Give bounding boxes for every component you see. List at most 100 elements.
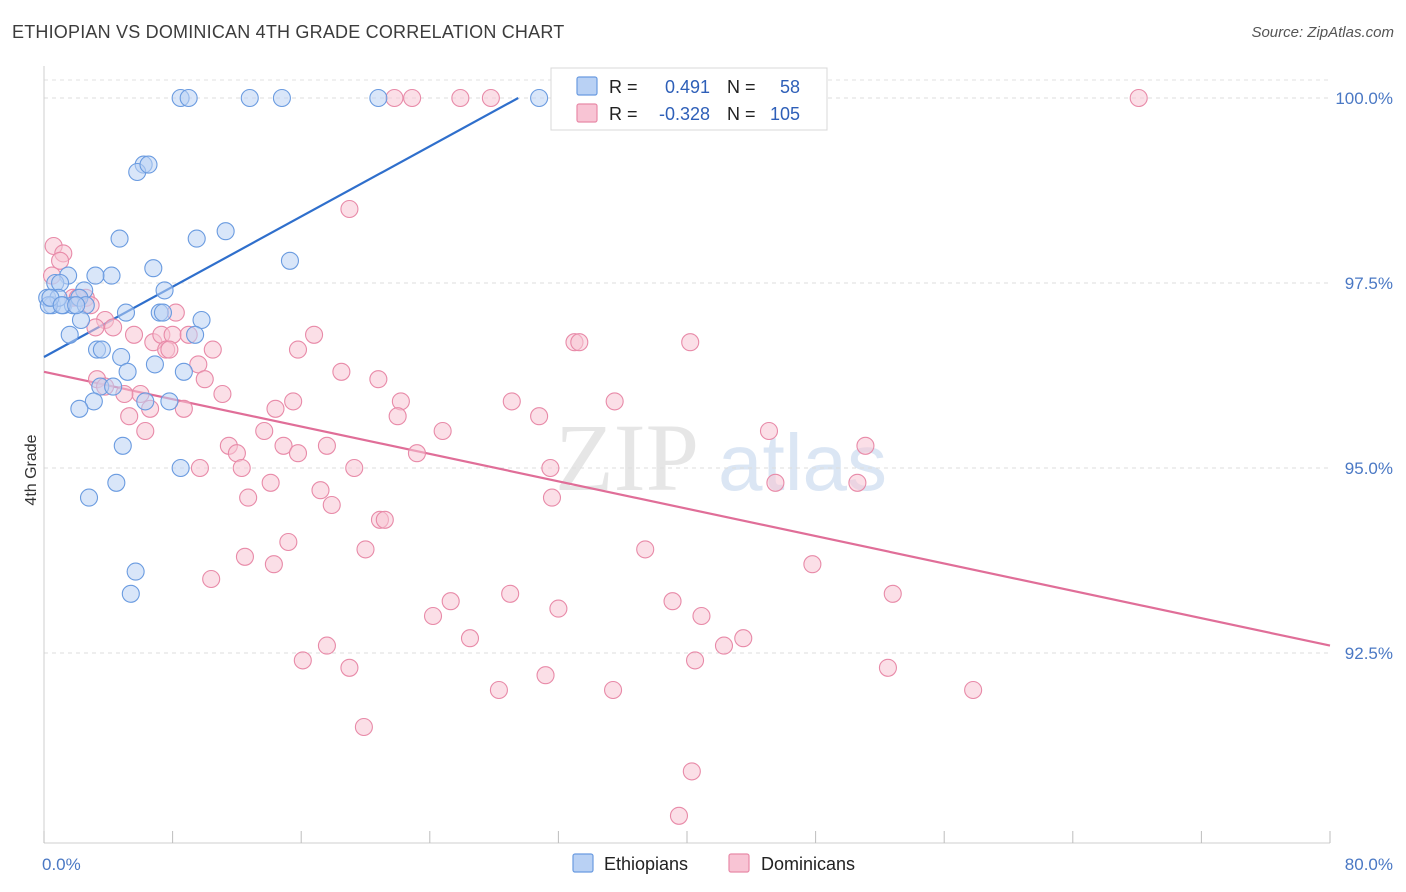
point-dominicans (51, 251, 70, 270)
point-dominicans (340, 658, 359, 677)
bottom-legend-swatch-ethiopians (572, 853, 594, 873)
point-dominicans (766, 473, 785, 492)
point-ethiopians (70, 399, 89, 418)
point-ethiopians (186, 325, 205, 344)
point-ethiopians (118, 362, 137, 381)
point-ethiopians (113, 436, 132, 455)
point-ethiopians (110, 229, 129, 248)
point-dominicans (311, 481, 330, 500)
point-dominicans (669, 806, 689, 825)
point-ethiopians (139, 155, 158, 174)
point-dominicans (391, 392, 410, 411)
trend-line-dominicans (43, 370, 1331, 647)
bottom-legend-dominicans: Dominicans (761, 854, 855, 874)
point-ethiopians (67, 296, 86, 315)
legend-r-value-1: 0.491 (665, 77, 710, 97)
point-ethiopians (174, 362, 193, 381)
point-dominicans (190, 458, 209, 478)
legend-swatch-dominicans (576, 103, 598, 123)
point-ethiopians (92, 340, 111, 359)
point-dominicans (734, 629, 753, 648)
point-ethiopians (530, 88, 549, 108)
axes (43, 66, 1331, 844)
point-dominicans (340, 199, 359, 219)
point-dominicans (203, 340, 222, 359)
point-dominicans (120, 407, 139, 426)
trend-lines (43, 97, 1331, 647)
point-dominicans (682, 762, 701, 781)
point-dominicans (878, 658, 897, 677)
legend-r-label-1: R = (609, 77, 638, 97)
legend-n-label-2: N = (727, 104, 756, 124)
point-ethiopians (107, 473, 126, 492)
point-dominicans (433, 421, 452, 441)
point-dominicans (332, 362, 351, 381)
point-dominicans (502, 392, 521, 411)
watermark-zip: ZIP (555, 404, 699, 511)
point-ethiopians (280, 251, 299, 270)
point-ethiopians (171, 458, 190, 478)
point-ethiopians (155, 281, 174, 300)
point-dominicans (213, 384, 232, 404)
point-dominicans (714, 636, 734, 655)
point-ethiopians (116, 303, 136, 322)
point-dominicans (848, 473, 867, 492)
point-ethiopians (272, 88, 291, 108)
point-dominicans (605, 392, 624, 411)
point-dominicans (685, 651, 705, 670)
point-dominicans (288, 444, 308, 463)
point-ethiopians (179, 88, 198, 108)
point-dominicans (536, 666, 555, 685)
x-tick-labels: 0.0% 80.0% (42, 855, 1393, 874)
chart-title: ETHIOPIAN VS DOMINICAN 4TH GRADE CORRELA… (12, 22, 565, 42)
point-dominicans (279, 532, 298, 552)
point-dominicans (501, 584, 520, 603)
point-dominicans (692, 606, 711, 626)
grid-lines (44, 79, 1330, 654)
data-points (38, 88, 1148, 825)
point-ethiopians (136, 392, 155, 411)
point-dominicans (604, 680, 623, 700)
y-tick-label: 100.0% (1335, 89, 1393, 108)
point-ethiopians (145, 355, 164, 374)
point-dominicans (549, 599, 568, 618)
point-dominicans (274, 436, 293, 455)
point-dominicans (317, 436, 336, 455)
point-dominicans (284, 392, 303, 411)
point-dominicans (174, 399, 193, 418)
point-dominicans (266, 399, 285, 418)
point-dominicans (317, 636, 336, 655)
point-ethiopians (104, 377, 123, 396)
point-dominicans (759, 421, 779, 441)
point-ethiopians (153, 303, 173, 322)
trend-line-ethiopians (43, 97, 519, 358)
watermark-atlas: atlas (718, 418, 887, 507)
point-dominicans (375, 510, 394, 529)
point-dominicans (264, 555, 283, 574)
point-dominicans (293, 651, 312, 670)
point-dominicans (403, 88, 422, 108)
point-dominicans (356, 540, 375, 559)
point-ethiopians (121, 584, 140, 603)
point-dominicans (407, 444, 426, 463)
point-ethiopians (216, 222, 235, 241)
point-dominicans (636, 540, 655, 559)
point-dominicans (195, 370, 214, 389)
y-tick-label: 95.0% (1345, 459, 1393, 478)
point-dominicans (288, 340, 308, 359)
point-ethiopians (86, 266, 105, 285)
point-dominicans (369, 370, 388, 389)
point-dominicans (570, 333, 589, 352)
point-ethiopians (187, 229, 206, 248)
point-dominicans (202, 569, 221, 589)
point-dominicans (964, 680, 983, 700)
point-dominicans (530, 407, 549, 426)
point-dominicans (385, 88, 404, 108)
x-tick-label: 80.0% (1345, 855, 1393, 874)
legend-r-label-2: R = (609, 104, 638, 124)
point-dominicans (322, 495, 341, 515)
point-dominicans (261, 473, 280, 492)
y-tick-label: 92.5% (1345, 644, 1393, 663)
bottom-legend-ethiopians: Ethiopians (604, 854, 688, 874)
